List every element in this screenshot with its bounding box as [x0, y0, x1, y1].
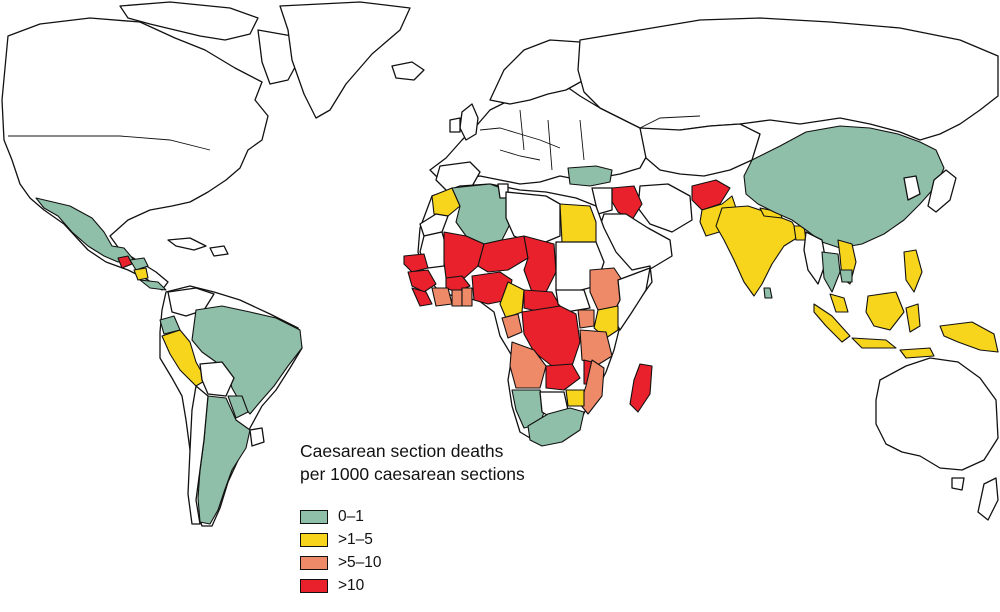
cambodia: [839, 269, 853, 283]
zimbabwe: [565, 389, 585, 407]
legend-item-0-1: 0–1: [300, 506, 660, 528]
great-britain: [459, 103, 479, 141]
sri-lanka: [763, 287, 773, 299]
timor-islands: [899, 347, 935, 359]
brazil: [191, 305, 303, 415]
zambia: [545, 363, 581, 391]
ecuador: [159, 315, 181, 335]
india: [715, 205, 801, 297]
thailand: [821, 251, 841, 293]
legend-items: 0–1 >1–5 >5–10 >10: [300, 506, 660, 597]
kenya: [593, 305, 619, 339]
us-canada-border: [8, 135, 211, 151]
legend-swatch-0-1: [300, 510, 328, 524]
morocco: [431, 187, 461, 217]
legend-swatch-over-10: [300, 579, 328, 593]
sulawesi: [905, 303, 921, 333]
uruguay: [249, 427, 265, 447]
malaysia: [829, 293, 849, 313]
togo-benin: [461, 287, 473, 307]
egypt: [559, 203, 597, 243]
korea: [903, 175, 921, 201]
iceland: [391, 61, 425, 81]
chile: [187, 385, 209, 525]
philippines: [903, 249, 923, 293]
russia: [577, 17, 999, 141]
guinea: [407, 269, 437, 293]
legend-swatch-1-5: [300, 533, 328, 547]
hispaniola: [209, 245, 229, 257]
sierra-leone-liberia: [411, 287, 433, 307]
russia-inner-border: [639, 115, 701, 129]
north-america-landmass: [1, 17, 269, 291]
tanzania: [579, 329, 613, 367]
borneo: [865, 291, 905, 331]
legend-label-over-10: >10: [338, 577, 365, 594]
myanmar: [803, 231, 827, 285]
ghana: [451, 289, 463, 307]
legend-title-line-2: per 1000 caesarean sections: [300, 464, 525, 484]
legend-item-over-10: >10: [300, 575, 660, 597]
australia: [875, 357, 999, 471]
nicaragua: [133, 267, 149, 281]
mali: [443, 231, 485, 281]
new-zealand: [977, 477, 999, 521]
japan: [927, 169, 957, 213]
map-legend: Caesarean section deaths per 1000 caesar…: [300, 440, 660, 598]
mozambique: [579, 359, 605, 415]
cuba: [167, 237, 207, 251]
gabon-congo: [501, 313, 523, 339]
angola: [509, 341, 547, 389]
land-outlines: [1, 1, 999, 527]
legend-item-1-5: >1–5: [300, 529, 660, 551]
legend-label-5-10: >5–10: [338, 554, 382, 571]
honduras: [129, 257, 149, 271]
new-guinea: [939, 321, 999, 353]
paraguay: [227, 395, 249, 419]
afghanistan: [691, 179, 731, 211]
arctic-islands: [119, 1, 259, 41]
legend-swatch-5-10: [300, 556, 328, 570]
western-sahara: [419, 213, 449, 237]
iran: [637, 183, 693, 233]
legend-label-1-5: >1–5: [338, 531, 373, 548]
kazakhstan-central-asia: [639, 123, 761, 177]
costa-rica-panama: [139, 279, 167, 291]
legend-label-0-1: 0–1: [338, 508, 364, 525]
cote-divoire: [431, 287, 453, 307]
senegal: [403, 253, 429, 273]
turkey: [567, 165, 613, 187]
tasmania: [951, 477, 965, 491]
south-africa: [527, 407, 585, 447]
madagascar: [629, 363, 653, 413]
somalia: [611, 267, 651, 331]
bolivia: [199, 361, 235, 397]
uganda: [577, 309, 595, 329]
legend-item-5-10: >5–10: [300, 552, 660, 574]
libya: [505, 191, 561, 247]
niger: [477, 235, 529, 273]
java: [851, 337, 897, 349]
china-mongolia: [743, 125, 945, 249]
legend-title-line-1: Caesarean section deaths: [300, 441, 504, 461]
ireland: [449, 117, 461, 133]
sumatra: [813, 303, 851, 343]
greenland: [279, 1, 411, 119]
europe-borders: [479, 109, 585, 171]
